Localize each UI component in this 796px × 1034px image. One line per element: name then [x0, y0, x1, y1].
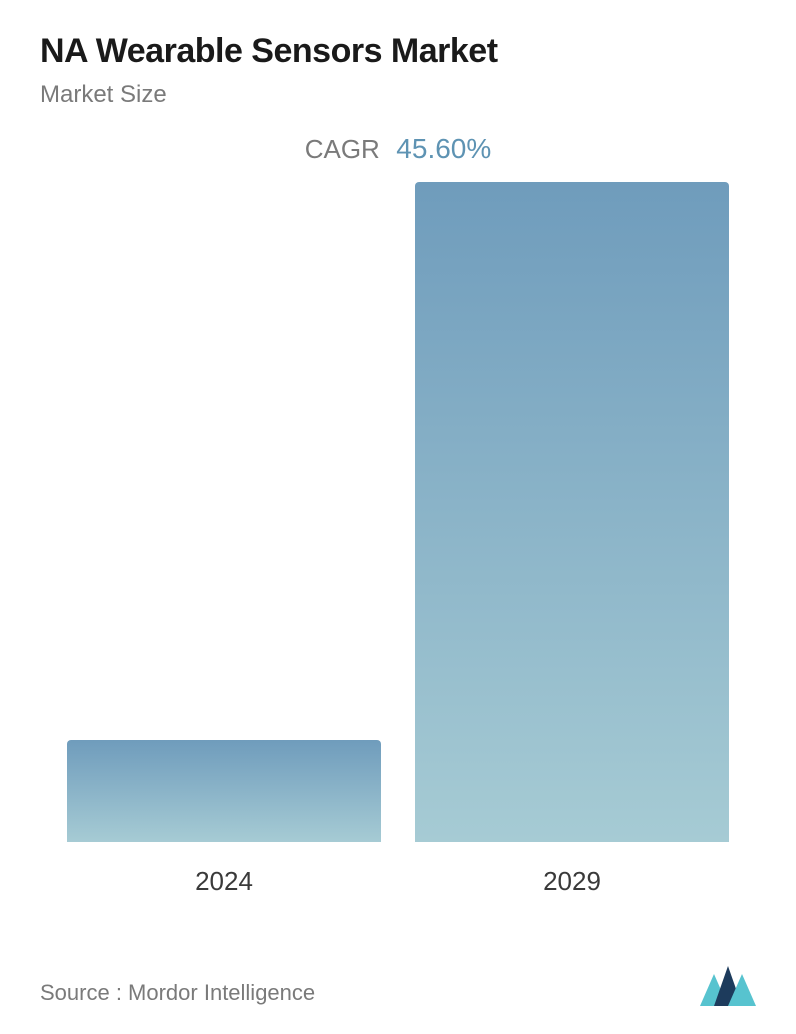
bar-label-2029: 2029 — [543, 866, 601, 897]
cagr-label: CAGR — [305, 134, 380, 164]
chart-title: NA Wearable Sensors Market — [40, 32, 756, 71]
chart-subtitle: Market Size — [40, 81, 756, 109]
mordor-logo-icon — [700, 966, 756, 1006]
bar-2029 — [415, 182, 728, 842]
chart-footer: Source : Mordor Intelligence — [40, 966, 756, 1006]
cagr-row: CAGR 45.60% — [40, 133, 756, 165]
bar-group-2029: 2029 — [415, 182, 728, 897]
bar-label-2024: 2024 — [195, 866, 253, 897]
chart-plot-area: 2024 2029 — [40, 177, 756, 897]
cagr-value: 45.60% — [396, 133, 491, 164]
bar-group-2024: 2024 — [67, 740, 380, 897]
source-attribution: Source : Mordor Intelligence — [40, 980, 315, 1006]
bar-2024 — [67, 740, 380, 842]
